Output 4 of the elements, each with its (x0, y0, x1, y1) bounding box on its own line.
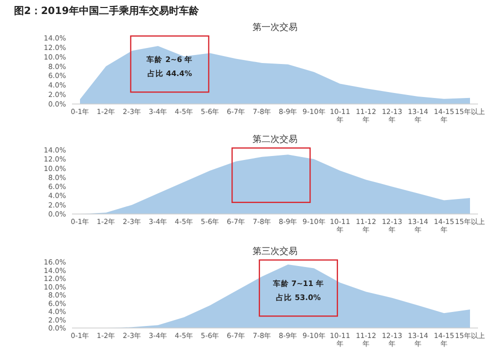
chart-subtitle: 第三次交易 (252, 246, 298, 257)
chart-title: 图2：2019年中国二手乘用车交易时车龄 (14, 5, 200, 17)
chart-subtitle: 第一次交易 (252, 22, 298, 33)
chart-subtitle: 第二次交易 (252, 134, 298, 145)
